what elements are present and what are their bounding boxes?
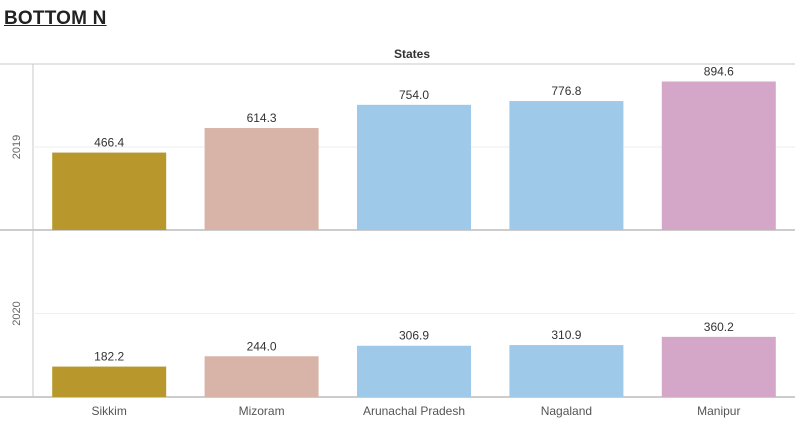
data-label: 754.0 [399,88,429,102]
bar-2020-sikkim [52,366,167,397]
data-label: 306.9 [399,329,429,343]
bar-2019-manipur [661,81,776,230]
column-header: States [394,47,430,61]
bar-2019-nagaland [509,101,624,230]
bar-2019-mizoram [204,128,319,230]
category-label: Manipur [697,404,740,418]
row-label-2019: 2019 [11,135,23,159]
bar-2020-nagaland [509,345,624,397]
bar-2019-arunachal-pradesh [357,104,471,230]
data-label: 310.9 [551,328,581,342]
category-label: Nagaland [541,404,592,418]
bar-2020-mizoram [204,356,319,397]
row-label-2020: 2020 [11,301,23,325]
data-label: 360.2 [704,320,734,334]
data-label: 182.2 [94,350,124,364]
bar-2020-manipur [661,336,776,397]
data-label: 776.8 [551,84,581,98]
category-label: Mizoram [239,404,285,418]
data-label: 466.4 [94,136,124,150]
bar-2019-sikkim [52,152,167,230]
data-label: 894.6 [704,64,734,78]
category-label: Arunachal Pradesh [363,404,465,418]
bar-2020-arunachal-pradesh [357,345,471,397]
data-label: 244.0 [247,339,277,353]
category-label: Sikkim [92,404,127,418]
data-label: 614.3 [247,111,277,125]
page-title: BOTTOM N [4,8,107,29]
